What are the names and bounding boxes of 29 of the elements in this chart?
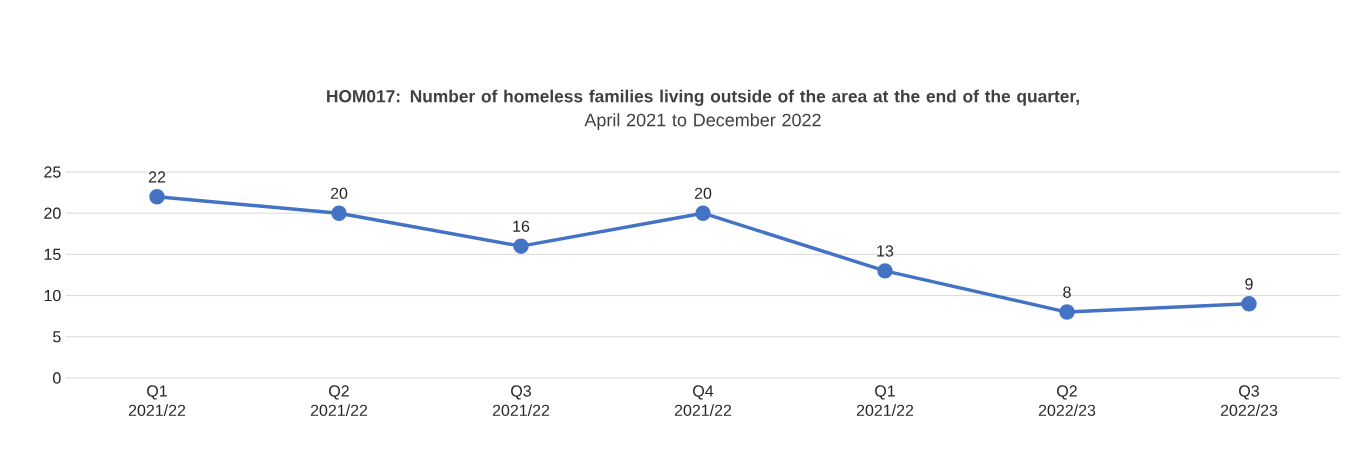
y-tick-label: 20 <box>44 207 61 219</box>
data-label: 20 <box>330 187 348 199</box>
point <box>695 205 711 221</box>
point <box>1241 296 1257 312</box>
x-tick-label: Q4 2021/22 <box>674 385 732 417</box>
y-tick-label: 10 <box>44 289 61 302</box>
point <box>513 238 529 254</box>
point <box>1059 304 1075 320</box>
data-label: 13 <box>877 245 894 257</box>
point <box>331 205 347 221</box>
data-label: 8 <box>1063 286 1071 298</box>
point <box>877 263 893 279</box>
y-tick-label: 0 <box>53 372 61 384</box>
point <box>149 188 165 205</box>
y-tick-label: 15 <box>44 248 61 260</box>
data-label: 22 <box>148 171 166 183</box>
data-label: 20 <box>694 187 712 199</box>
x-tick-label: Q2 2021/22 <box>310 385 368 417</box>
x-tick-label: Q3 2021/22 <box>492 385 550 417</box>
x-tick-label: Q1 2021/22 <box>128 385 186 417</box>
chart-subtitle: April 2021 to December 2022 <box>584 113 821 130</box>
x-tick-label: Q3 2022/23 <box>1220 385 1278 417</box>
x-tick-label: Q1 2021/22 <box>856 385 914 417</box>
x-tick-label: Q2 2022/23 <box>1038 385 1096 417</box>
chart-title: HOM017: Number of homeless families living outside of the area at the end of the quarter, <box>327 89 1079 106</box>
y-tick-label: 25 <box>44 166 61 178</box>
data-label: 9 <box>1245 278 1253 290</box>
y-tick-label: 5 <box>53 331 61 343</box>
data-label: 16 <box>513 220 530 232</box>
